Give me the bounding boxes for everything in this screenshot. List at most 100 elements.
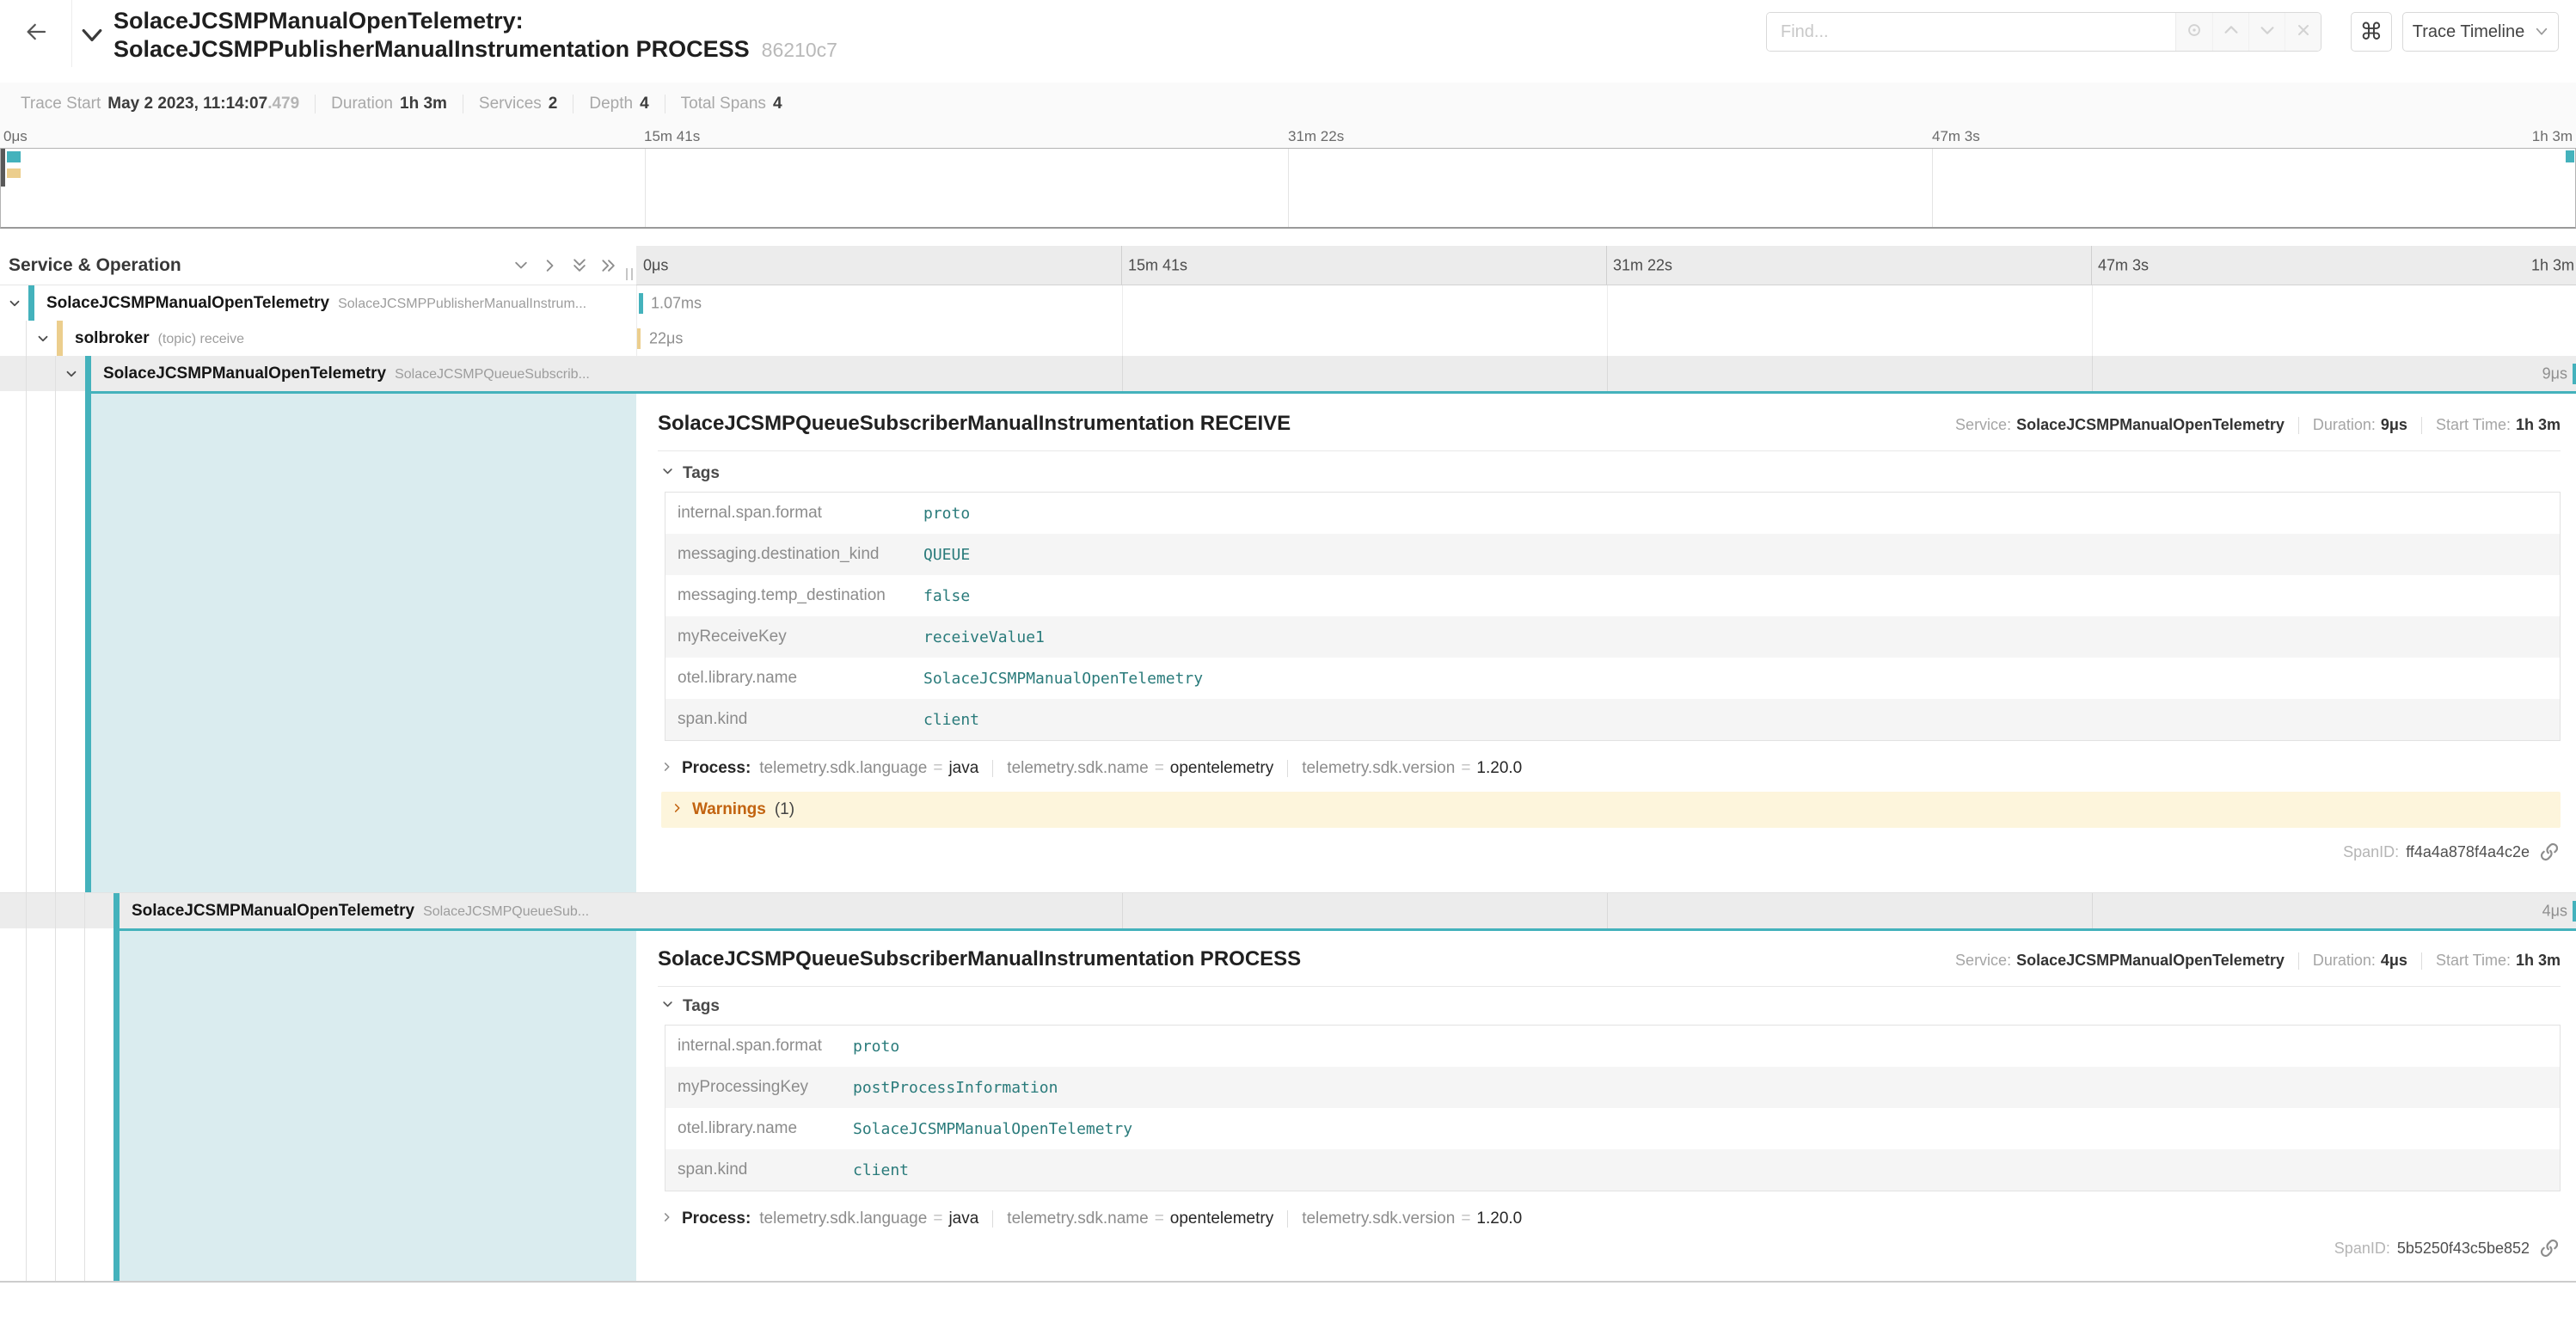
tags-accordion-header[interactable]: Tags [661,464,2561,483]
trace-title-line1: SolaceJCSMPManualOpenTelemetry: [113,8,524,34]
detail-indent-area [0,391,636,892]
minimap-ticks: 0μs 15m 41s 31m 22s 47m 3s 1h 3m [0,126,2576,148]
warnings-accordion-header[interactable]: Warnings (1) [661,792,2561,828]
span-row-solbroker[interactable]: solbroker (topic) receive 22μs [0,321,2576,356]
span-color-bar [57,321,63,356]
collapse-one-icon[interactable] [542,257,559,274]
span-color-bar [85,391,91,892]
span-operation-name: (topic) receive [157,331,245,346]
span-color-bar [28,285,34,321]
copy-link-button[interactable] [2538,841,2561,863]
span-duration-label: 1.07ms [651,294,702,311]
tags-table: internal.span.format proto messaging.dest… [665,492,2561,741]
span-row-process[interactable]: SolaceJCSMPManualOpenTelemetry SolaceJCSM… [0,893,2576,928]
minimap-drag-handle[interactable] [1,149,5,187]
timeline-gridline [1121,246,1122,285]
find-group [1766,12,2321,52]
span-bar[interactable] [2573,900,2576,922]
span-row-timeline[interactable]: 1.07ms [636,285,2576,321]
page-header: SolaceJCSMPManualOpenTelemetry: SolaceJC… [0,0,2576,83]
span-service-name[interactable]: solbroker (topic) receive [75,328,245,347]
keyboard-shortcuts-button[interactable]: ⌘ [2351,12,2392,52]
chevron-right-icon [672,800,684,819]
tag-row: otel.library.name SolaceJCSMPManualOpenTe… [665,1108,2560,1149]
chevron-down-icon [81,28,103,46]
expand-one-icon[interactable] [512,257,530,274]
process-accordion-header[interactable]: Process: telemetry.sdk.language = java tel… [661,759,2561,778]
tags-accordion-header[interactable]: Tags [661,997,2561,1016]
timeline-tick: 47m 3s [2098,256,2150,273]
chevron-down-icon [661,464,674,483]
back-button[interactable] [0,0,72,67]
timeline-minimap: 0μs 15m 41s 31m 22s 47m 3s 1h 3m [0,126,2576,229]
process-accordion-header[interactable]: Process: telemetry.sdk.language = java tel… [661,1209,2561,1228]
span-row-left: solbroker (topic) receive [0,321,636,356]
timeline-gridline [1606,246,1607,285]
detail-span-title[interactable]: SolaceJCSMPQueueSubscriberManualInstrume… [658,947,1302,971]
trace-total-spans: Total Spans 4 [664,95,798,113]
span-id-value: 5b5250f43c5be852 [2396,1239,2530,1257]
minimap-tick: 0μs [3,128,28,144]
timeline-header: 0μs 15m 41s 31m 22s 47m 3s 1h 3m [636,246,2576,285]
span-row-left: SolaceJCSMPManualOpenTelemetry SolaceJCSM… [0,356,636,391]
command-icon: ⌘ [2359,18,2383,45]
span-service-name[interactable]: SolaceJCSMPManualOpenTelemetry SolaceJCSM… [132,901,590,920]
arrow-left-icon [23,19,49,49]
collapse-title-chevron[interactable] [81,28,103,47]
chevron-down-icon[interactable] [7,296,22,311]
tags-table: internal.span.format proto myProcessingKe… [665,1025,2561,1191]
span-bar[interactable] [639,292,643,314]
span-id-row: SpanID: ff4a4a878f4a4c2e [658,841,2561,863]
tag-row: myProcessingKey postProcessInformation [665,1067,2560,1108]
minimap-canvas[interactable] [0,148,2576,229]
expand-all-icon[interactable] [571,257,588,274]
collapse-all-icon[interactable] [600,257,617,274]
page-title: SolaceJCSMPManualOpenTelemetry: SolaceJC… [113,7,837,64]
span-operation-name: SolaceJCSMPPublisherManualInstrum... [338,296,587,311]
span-duration-label: 4μs [2542,902,2567,919]
span-color-bar [113,893,120,928]
detail-span-title[interactable]: SolaceJCSMPQueueSubscriberManualInstrume… [658,412,1291,435]
trace-id: 86210c7 [761,39,837,61]
find-input[interactable] [1767,13,2175,51]
collapse-controls [512,246,617,285]
minimap-tick: 31m 22s [1288,128,1345,144]
span-duration-label: 9μs [2542,364,2567,382]
chevron-down-icon [2258,21,2277,44]
span-color-bar [85,356,91,391]
minimap-tick: 47m 3s [1932,128,1980,144]
detail-title-row: SolaceJCSMPQueueSubscriberManualInstrume… [658,928,2561,987]
locate-span-button[interactable] [2176,13,2212,51]
view-selector-dropdown[interactable]: Trace Timeline [2402,12,2559,52]
tag-row: span.kind client [665,1149,2560,1191]
find-prev-button[interactable] [2212,13,2248,51]
find-next-button[interactable] [2248,13,2285,51]
span-bar[interactable] [2573,363,2576,384]
tag-row: myReceiveKey receiveValue1 [665,616,2560,658]
clear-find-button[interactable] [2285,13,2321,51]
span-row-receive[interactable]: SolaceJCSMPManualOpenTelemetry SolaceJCSM… [0,356,2576,391]
chevron-right-icon [661,759,673,778]
span-row-timeline[interactable]: 9μs [636,356,2576,391]
span-row-timeline[interactable]: 22μs [636,321,2576,356]
detail-indent-area [0,928,636,1281]
span-bar[interactable] [637,328,641,349]
trace-services: Services 2 [462,95,573,113]
span-row-publisher[interactable]: SolaceJCSMPManualOpenTelemetry SolaceJCSM… [0,285,2576,321]
minimap-gridline [1288,149,1289,227]
table-header-row: Service & Operation 0μs 15m 41s 31m 22s … [0,246,2576,285]
span-detail-process: SolaceJCSMPQueueSubscriberManualInstrume… [0,928,2576,1283]
copy-link-button[interactable] [2538,1237,2561,1259]
chevron-down-icon[interactable] [64,366,79,382]
chevron-down-icon[interactable] [35,331,51,346]
span-service-name[interactable]: SolaceJCSMPManualOpenTelemetry SolaceJCSM… [46,293,587,312]
span-row-timeline[interactable]: 4μs [636,893,2576,928]
minimap-span-receive [2566,150,2574,162]
chevron-down-icon [2535,22,2548,42]
span-duration-label: 22μs [649,329,684,346]
detail-panel: SolaceJCSMPQueueSubscriberManualInstrume… [636,391,2576,892]
detail-accent-line [85,391,2576,394]
span-service-name[interactable]: SolaceJCSMPManualOpenTelemetry SolaceJCSM… [103,364,590,383]
column-resize-grip[interactable] [626,268,633,280]
